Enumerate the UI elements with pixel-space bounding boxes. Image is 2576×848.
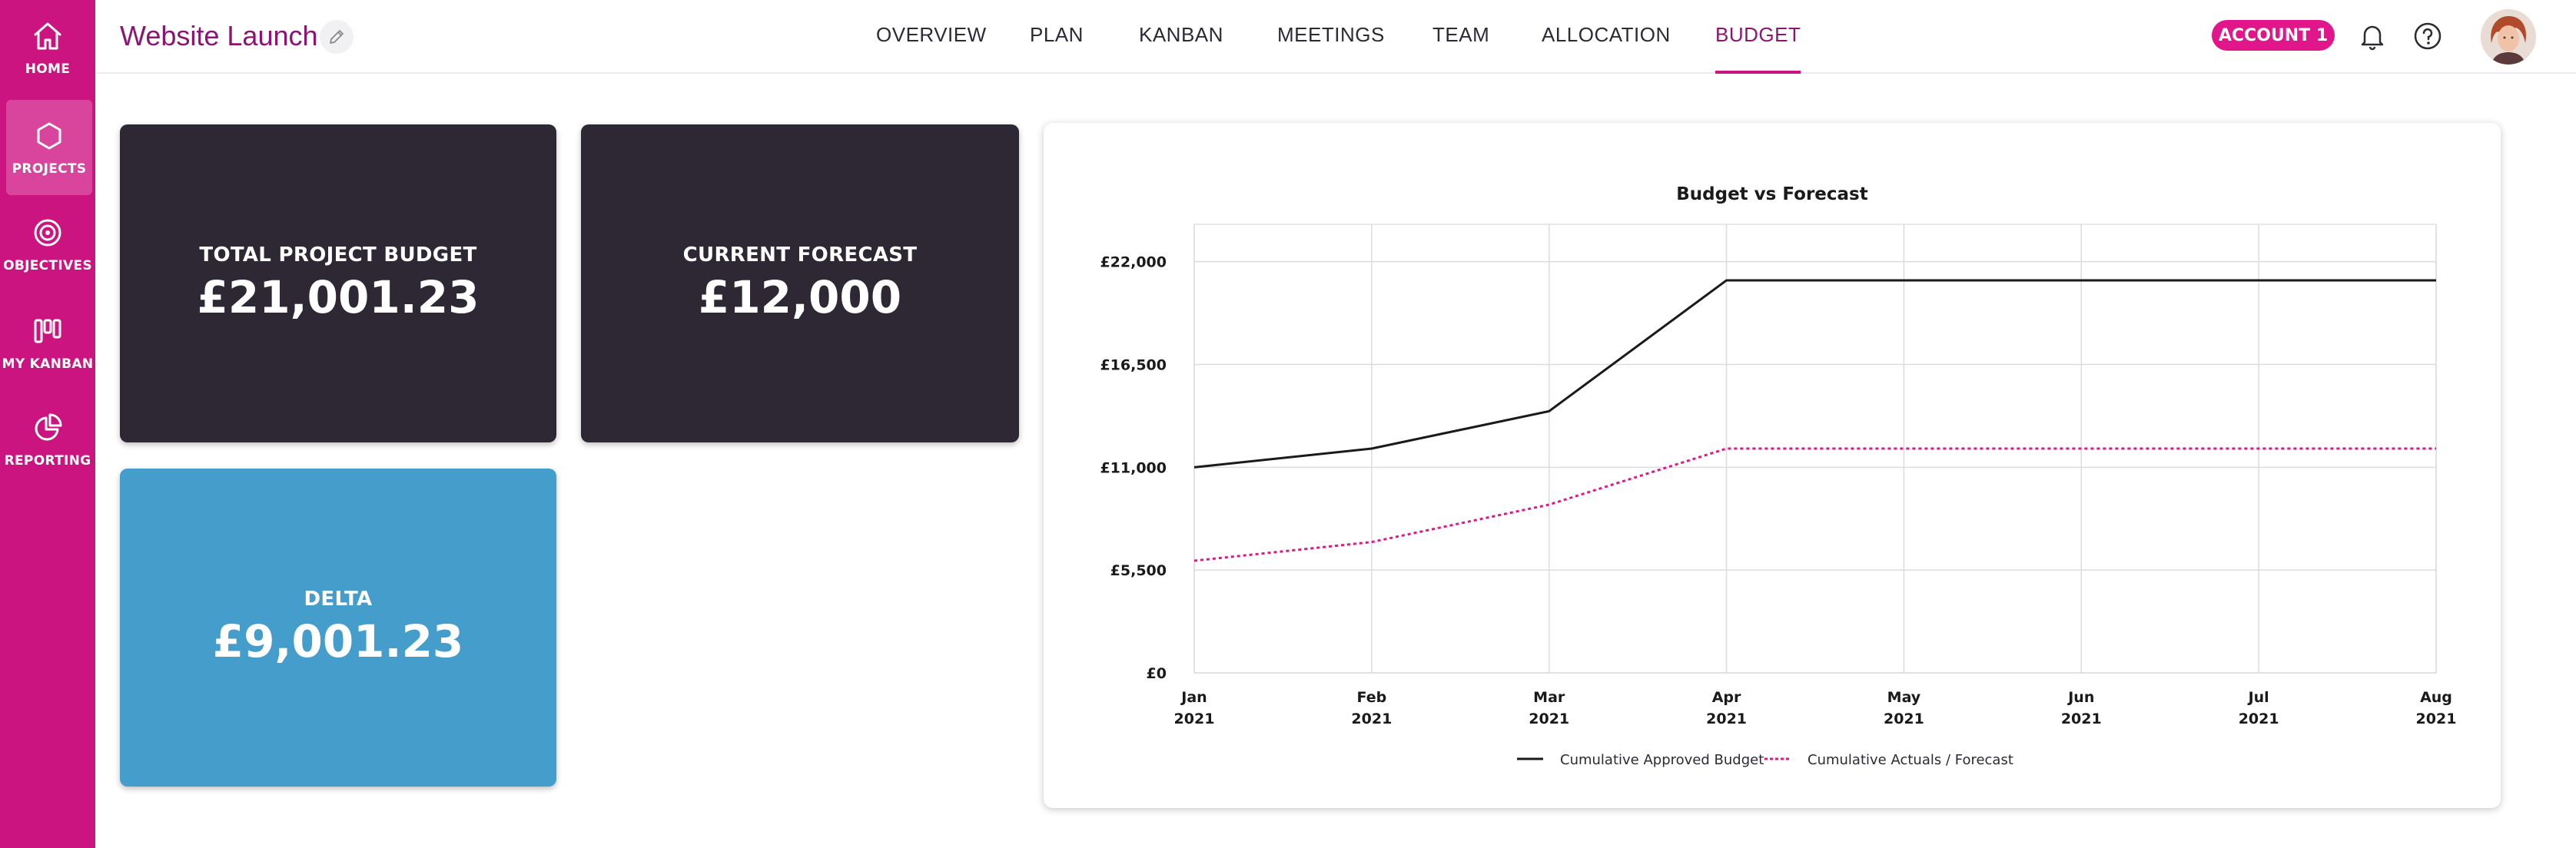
card-label: CURRENT FORECAST bbox=[682, 243, 918, 267]
tab-kanban[interactable]: KANBAN bbox=[1139, 23, 1223, 46]
y-tick-label: £16,500 bbox=[1100, 357, 1167, 374]
user-avatar[interactable] bbox=[2481, 9, 2536, 65]
sidebar-item-label: PROJECTS bbox=[12, 161, 87, 177]
sidebar-item-home[interactable]: HOME bbox=[0, 0, 95, 95]
card-value: £9,001.23 bbox=[212, 615, 464, 667]
tab-plan[interactable]: PLAN bbox=[1030, 23, 1084, 46]
x-tick-label: Jun bbox=[2066, 689, 2094, 706]
kanban-icon bbox=[34, 319, 61, 343]
hexagon-icon bbox=[37, 122, 61, 150]
current-forecast-card: CURRENT FORECAST £12,000 bbox=[581, 124, 1019, 442]
budget-chart-panel: Budget vs Forecast £0 £5,500 £11,000 £16,50… bbox=[1044, 123, 2501, 808]
delta-card: DELTA £9,001.23 bbox=[120, 469, 556, 787]
x-tick-year-label: 2021 bbox=[2416, 711, 2457, 727]
x-tick-label: Mar bbox=[1533, 689, 1565, 706]
x-tick-label: Feb bbox=[1357, 689, 1387, 706]
y-tick-label: £11,000 bbox=[1100, 459, 1167, 476]
sidebar-item-label: HOME bbox=[25, 61, 71, 77]
top-header: Website Launch OVERVIEW PLAN KANBAN MEET… bbox=[95, 0, 2576, 74]
y-tick-label: £5,500 bbox=[1110, 562, 1167, 579]
forecast-series-line bbox=[1193, 447, 2436, 562]
x-tick-label: May bbox=[1887, 689, 1921, 706]
x-tick-label: Jul bbox=[2247, 689, 2269, 706]
x-tick-label: Jan bbox=[1180, 689, 1207, 706]
notifications-button[interactable] bbox=[2355, 18, 2390, 54]
tab-meetings[interactable]: MEETINGS bbox=[1277, 23, 1385, 46]
sidebar-item-my-kanban[interactable]: MY KANBAN bbox=[0, 295, 95, 390]
x-tick-year-label: 2021 bbox=[2239, 711, 2279, 727]
x-tick-year-label: 2021 bbox=[1529, 711, 1569, 727]
avatar-image bbox=[2481, 9, 2536, 65]
card-label: TOTAL PROJECT BUDGET bbox=[199, 243, 477, 267]
legend-label: Cumulative Approved Budget bbox=[1560, 752, 1764, 768]
chart-legend: Cumulative Approved Budget Cumulative Act… bbox=[1517, 752, 2013, 768]
y-tick-label: £0 bbox=[1147, 665, 1167, 682]
budget-series-line bbox=[1193, 279, 2436, 469]
account-switcher-button[interactable]: ACCOUNT 1 bbox=[2212, 20, 2335, 51]
total-budget-card: TOTAL PROJECT BUDGET £21,001.23 bbox=[120, 124, 556, 442]
help-button[interactable] bbox=[2410, 18, 2445, 54]
pie-chart-icon bbox=[35, 413, 62, 441]
help-icon bbox=[2414, 22, 2442, 50]
pencil-icon bbox=[330, 30, 344, 44]
tab-allocation[interactable]: ALLOCATION bbox=[1542, 23, 1671, 46]
chart-axes: £0 £5,500 £11,000 £16,500 £22,000 Jan 2021 Feb 2… bbox=[1100, 254, 2456, 727]
card-value: £21,001.23 bbox=[197, 271, 480, 323]
sidebar: HOME PROJECTS OBJECTIVES MY KANBAN REPOR… bbox=[0, 0, 95, 848]
x-tick-year-label: 2021 bbox=[1351, 711, 1392, 727]
sidebar-item-label: REPORTING bbox=[4, 453, 91, 469]
card-value: £12,000 bbox=[698, 271, 902, 323]
edit-title-button[interactable] bbox=[320, 20, 354, 54]
chart-grid bbox=[1193, 224, 2437, 674]
x-tick-year-label: 2021 bbox=[1706, 711, 1747, 727]
x-tick-year-label: 2021 bbox=[1884, 711, 1924, 727]
target-icon bbox=[34, 219, 61, 247]
budget-chart: Budget vs Forecast £0 £5,500 £11,000 £16,50… bbox=[1100, 184, 2456, 768]
chart-title: Budget vs Forecast bbox=[1676, 184, 1868, 204]
tab-budget[interactable]: BUDGET bbox=[1715, 23, 1801, 74]
sidebar-item-projects[interactable]: PROJECTS bbox=[6, 100, 92, 195]
tab-overview[interactable]: OVERVIEW bbox=[876, 23, 987, 46]
bell-icon bbox=[2361, 25, 2384, 51]
sidebar-item-label: MY KANBAN bbox=[2, 356, 94, 372]
page-title: Website Launch bbox=[120, 20, 318, 51]
chart-series bbox=[1193, 279, 2436, 562]
y-tick-label: £22,000 bbox=[1100, 254, 1167, 271]
card-label: DELTA bbox=[304, 588, 373, 611]
sidebar-item-label: OBJECTIVES bbox=[3, 258, 92, 273]
sidebar-item-reporting[interactable]: REPORTING bbox=[0, 392, 95, 487]
x-tick-year-label: 2021 bbox=[1174, 711, 1215, 727]
sidebar-item-objectives[interactable]: OBJECTIVES bbox=[0, 197, 95, 292]
x-tick-label: Aug bbox=[2420, 689, 2452, 706]
x-tick-label: Apr bbox=[1712, 689, 1741, 706]
x-tick-year-label: 2021 bbox=[2061, 711, 2102, 727]
tab-team[interactable]: TEAM bbox=[1432, 23, 1490, 46]
legend-label: Cumulative Actuals / Forecast bbox=[1808, 752, 2013, 768]
home-icon bbox=[34, 22, 61, 50]
